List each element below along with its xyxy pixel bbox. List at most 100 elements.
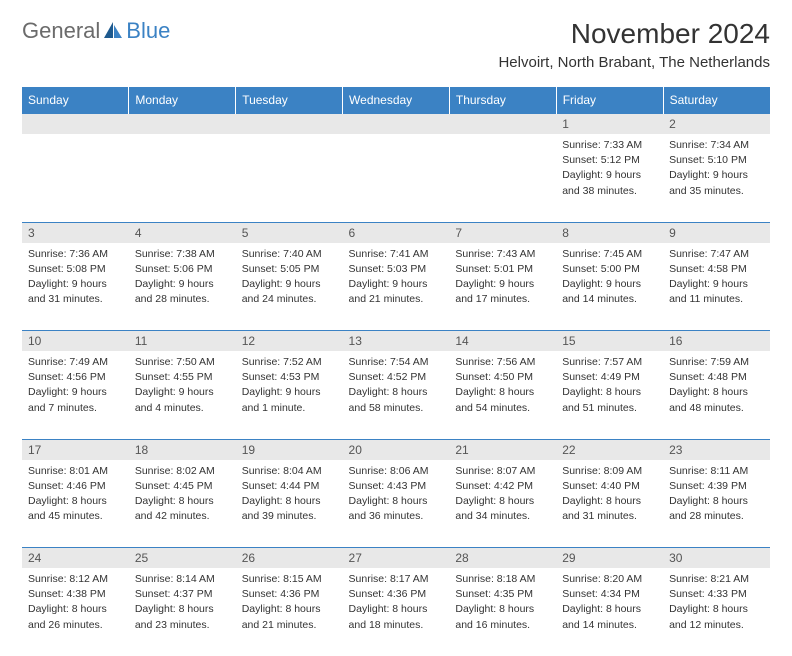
sunset-text: Sunset: 4:50 PM <box>455 370 550 384</box>
day-number: 6 <box>343 223 450 243</box>
daylight-text: Daylight: 9 hours <box>562 277 657 291</box>
sunset-text: Sunset: 5:00 PM <box>562 262 657 276</box>
sunset-text: Sunset: 4:58 PM <box>669 262 764 276</box>
daylight-text: and 21 minutes. <box>349 292 444 306</box>
sunset-text: Sunset: 4:36 PM <box>242 587 337 601</box>
sunset-text: Sunset: 5:08 PM <box>28 262 123 276</box>
empty-day-number <box>129 114 236 134</box>
sunset-text: Sunset: 4:49 PM <box>562 370 657 384</box>
sunset-text: Sunset: 5:10 PM <box>669 153 764 167</box>
day-number-row: 10111213141516 <box>22 331 770 352</box>
logo-blue-text: Blue <box>126 18 170 44</box>
sunrise-text: Sunrise: 8:01 AM <box>28 464 123 478</box>
sunrise-text: Sunrise: 8:20 AM <box>562 572 657 586</box>
sunset-text: Sunset: 4:45 PM <box>135 479 230 493</box>
sunrise-text: Sunrise: 7:41 AM <box>349 247 444 261</box>
day-cell: Sunrise: 7:57 AMSunset: 4:49 PMDaylight:… <box>556 351 663 422</box>
day-cell: Sunrise: 7:40 AMSunset: 5:05 PMDaylight:… <box>236 243 343 314</box>
daylight-text: and 4 minutes. <box>135 401 230 415</box>
day-cell: Sunrise: 7:52 AMSunset: 4:53 PMDaylight:… <box>236 351 343 422</box>
day-cell: Sunrise: 7:59 AMSunset: 4:48 PMDaylight:… <box>663 351 770 422</box>
day-cell: Sunrise: 8:17 AMSunset: 4:36 PMDaylight:… <box>343 568 450 639</box>
daylight-text: Daylight: 9 hours <box>135 277 230 291</box>
daylight-text: and 38 minutes. <box>562 184 657 198</box>
sunrise-text: Sunrise: 8:18 AM <box>455 572 550 586</box>
calendar-table: SundayMondayTuesdayWednesdayThursdayFrid… <box>22 87 770 656</box>
empty-day-number <box>343 114 450 134</box>
sunrise-text: Sunrise: 7:36 AM <box>28 247 123 261</box>
sunset-text: Sunset: 4:33 PM <box>669 587 764 601</box>
daylight-text: and 34 minutes. <box>455 509 550 523</box>
day-number: 21 <box>449 440 556 460</box>
sunset-text: Sunset: 4:37 PM <box>135 587 230 601</box>
sunrise-text: Sunrise: 7:43 AM <box>455 247 550 261</box>
day-number-row: 3456789 <box>22 222 770 243</box>
sunset-text: Sunset: 5:06 PM <box>135 262 230 276</box>
day-cell: Sunrise: 7:41 AMSunset: 5:03 PMDaylight:… <box>343 243 450 314</box>
daylight-text: and 45 minutes. <box>28 509 123 523</box>
calendar-body: 12Sunrise: 7:33 AMSunset: 5:12 PMDayligh… <box>22 114 770 656</box>
day-number: 11 <box>129 331 236 351</box>
day-cell: Sunrise: 8:02 AMSunset: 4:45 PMDaylight:… <box>129 460 236 531</box>
daylight-text: and 58 minutes. <box>349 401 444 415</box>
daylight-text: and 31 minutes. <box>562 509 657 523</box>
day-number: 16 <box>663 331 770 351</box>
daylight-text: Daylight: 9 hours <box>669 277 764 291</box>
daylight-text: Daylight: 8 hours <box>135 602 230 616</box>
daylight-text: and 14 minutes. <box>562 618 657 632</box>
day-cell: Sunrise: 8:01 AMSunset: 4:46 PMDaylight:… <box>22 460 129 531</box>
day-number: 13 <box>343 331 450 351</box>
daylight-text: Daylight: 8 hours <box>28 494 123 508</box>
daylight-text: Daylight: 9 hours <box>669 168 764 182</box>
daylight-text: Daylight: 9 hours <box>455 277 550 291</box>
month-title: November 2024 <box>498 18 770 50</box>
empty-day-number <box>236 114 343 134</box>
day-number: 25 <box>129 548 236 568</box>
sunrise-text: Sunrise: 8:11 AM <box>669 464 764 478</box>
daylight-text: and 11 minutes. <box>669 292 764 306</box>
day-cell: Sunrise: 8:11 AMSunset: 4:39 PMDaylight:… <box>663 460 770 531</box>
day-cell: Sunrise: 8:18 AMSunset: 4:35 PMDaylight:… <box>449 568 556 639</box>
daylight-text: Daylight: 8 hours <box>28 602 123 616</box>
weekday-header: Tuesday <box>236 87 343 114</box>
daylight-text: and 28 minutes. <box>135 292 230 306</box>
day-number: 1 <box>556 114 663 134</box>
weekday-header: Thursday <box>449 87 556 114</box>
day-cell: Sunrise: 7:33 AMSunset: 5:12 PMDaylight:… <box>556 134 663 205</box>
day-cell: Sunrise: 7:54 AMSunset: 4:52 PMDaylight:… <box>343 351 450 422</box>
day-number: 14 <box>449 331 556 351</box>
day-cell: Sunrise: 7:47 AMSunset: 4:58 PMDaylight:… <box>663 243 770 314</box>
sunrise-text: Sunrise: 7:59 AM <box>669 355 764 369</box>
day-cell: Sunrise: 8:20 AMSunset: 4:34 PMDaylight:… <box>556 568 663 639</box>
sunrise-text: Sunrise: 7:57 AM <box>562 355 657 369</box>
day-cell: Sunrise: 8:09 AMSunset: 4:40 PMDaylight:… <box>556 460 663 531</box>
daylight-text: and 12 minutes. <box>669 618 764 632</box>
day-number: 9 <box>663 223 770 243</box>
sunrise-text: Sunrise: 8:02 AM <box>135 464 230 478</box>
day-number-row: 17181920212223 <box>22 439 770 460</box>
sunset-text: Sunset: 4:40 PM <box>562 479 657 493</box>
sunset-text: Sunset: 5:05 PM <box>242 262 337 276</box>
day-cell: Sunrise: 7:38 AMSunset: 5:06 PMDaylight:… <box>129 243 236 314</box>
day-number: 2 <box>663 114 770 134</box>
sunrise-text: Sunrise: 7:34 AM <box>669 138 764 152</box>
daylight-text: and 7 minutes. <box>28 401 123 415</box>
day-number: 7 <box>449 223 556 243</box>
sunrise-text: Sunrise: 8:04 AM <box>242 464 337 478</box>
sunset-text: Sunset: 4:48 PM <box>669 370 764 384</box>
weekday-header: Monday <box>129 87 236 114</box>
sunset-text: Sunset: 4:36 PM <box>349 587 444 601</box>
daylight-text: Daylight: 8 hours <box>669 385 764 399</box>
location: Helvoirt, North Brabant, The Netherlands <box>498 54 770 71</box>
sunrise-text: Sunrise: 7:54 AM <box>349 355 444 369</box>
sunset-text: Sunset: 4:38 PM <box>28 587 123 601</box>
daylight-text: Daylight: 9 hours <box>135 385 230 399</box>
daylight-text: and 17 minutes. <box>455 292 550 306</box>
sunrise-text: Sunrise: 7:40 AM <box>242 247 337 261</box>
sunrise-text: Sunrise: 8:09 AM <box>562 464 657 478</box>
daylight-text: Daylight: 8 hours <box>135 494 230 508</box>
daylight-text: and 24 minutes. <box>242 292 337 306</box>
weekday-header-row: SundayMondayTuesdayWednesdayThursdayFrid… <box>22 87 770 114</box>
sunrise-text: Sunrise: 7:38 AM <box>135 247 230 261</box>
daylight-text: and 36 minutes. <box>349 509 444 523</box>
